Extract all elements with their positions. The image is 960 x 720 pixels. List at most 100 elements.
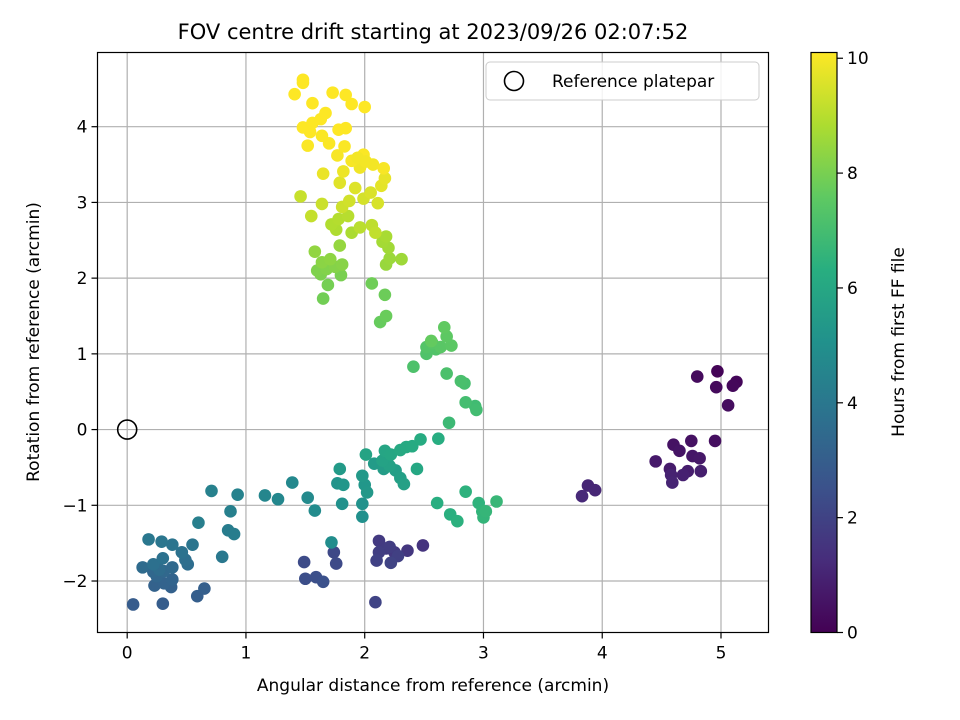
- reference-platepar-marker: [116, 419, 138, 440]
- scatter-point: [384, 448, 398, 461]
- colorbar-tick-label: 4: [847, 394, 858, 414]
- scatter-point: [338, 140, 351, 153]
- scatter-point: [721, 399, 735, 412]
- scatter-point: [166, 538, 179, 551]
- scatter-point: [316, 167, 330, 180]
- scatter-point: [432, 432, 445, 445]
- legend-reference-marker: [503, 70, 525, 92]
- y-tick-label: 0: [77, 421, 88, 441]
- scatter-point: [369, 595, 382, 609]
- scatter-point: [694, 464, 708, 478]
- x-axis-ticks: 0 1 2 3 4 5: [122, 632, 726, 664]
- scatter-point: [437, 321, 451, 334]
- scatter-point: [147, 558, 160, 571]
- colorbar-ticks: 0 2 4 6 8 10: [837, 49, 869, 644]
- scatter-point: [369, 226, 382, 240]
- scatter-point: [424, 334, 438, 348]
- scatter-point: [333, 239, 347, 252]
- scatter-point: [666, 476, 679, 489]
- legend-box: [485, 61, 760, 101]
- scatter-point: [231, 488, 244, 501]
- scatter-point: [335, 497, 349, 511]
- scatter-point: [215, 550, 229, 564]
- scatter-point: [490, 495, 503, 508]
- colorbar: 0 2 4 6 8 10 Hours from first FF file: [810, 49, 909, 644]
- scatter-point: [321, 278, 335, 292]
- scatter-point: [308, 504, 322, 517]
- scatter-point: [459, 485, 472, 498]
- scatter-point: [198, 582, 211, 595]
- scatter-point: [331, 149, 344, 162]
- scatter-point: [353, 221, 367, 234]
- scatter-point: [365, 277, 379, 290]
- scatter-point: [451, 514, 464, 528]
- colorbar-gradient: [810, 51, 838, 634]
- scatter-point: [166, 573, 179, 586]
- scatter-point: [588, 483, 602, 497]
- y-tick-label: 3: [77, 193, 88, 213]
- scatter-point: [142, 533, 155, 546]
- scatter-point: [288, 87, 301, 101]
- scatter-point: [205, 484, 218, 498]
- scatter-point: [339, 88, 353, 102]
- scatter-point: [359, 155, 373, 168]
- scatter-point: [673, 444, 686, 458]
- scatter-point: [326, 86, 339, 99]
- scatter-point: [378, 171, 392, 185]
- scatter-point: [341, 209, 355, 223]
- colorbar-tick-label: 2: [847, 509, 858, 529]
- chart-title: FOV centre drift starting at 2023/09/26 …: [178, 20, 689, 44]
- scatter-point: [337, 478, 350, 492]
- scatter-point: [342, 194, 356, 208]
- data-points: [126, 73, 743, 611]
- scatter-point: [434, 340, 448, 354]
- colorbar-tick-label: 10: [847, 49, 869, 69]
- scatter-point: [370, 554, 383, 567]
- scatter-point: [192, 516, 205, 530]
- scatter-point: [685, 434, 698, 448]
- scatter-point: [709, 380, 723, 394]
- scatter-point: [407, 360, 420, 374]
- scatter-point: [711, 364, 724, 378]
- scatter-point: [414, 433, 427, 446]
- scatter-point: [359, 448, 373, 461]
- scatter-point: [726, 379, 740, 392]
- scatter-point: [329, 557, 343, 570]
- scatter-point: [316, 292, 330, 305]
- scatter-point: [301, 139, 315, 152]
- x-tick-label: 2: [359, 644, 370, 664]
- scatter-point: [360, 486, 374, 499]
- scatter-point: [156, 551, 170, 565]
- scatter-point: [333, 462, 347, 476]
- scatter-point: [325, 536, 338, 549]
- scatter-point: [459, 396, 472, 409]
- colorbar-label: Hours from first FF file: [889, 247, 909, 437]
- scatter-point: [364, 186, 377, 199]
- scatter-point: [332, 212, 345, 226]
- scatter-point: [383, 252, 396, 265]
- scatter-point: [649, 455, 662, 468]
- scatter-point: [297, 555, 311, 569]
- x-tick-label: 1: [241, 644, 252, 664]
- scatter-point: [693, 452, 706, 465]
- scatter-point: [296, 121, 310, 134]
- scatter-point: [333, 176, 347, 190]
- colorbar-tick-label: 0: [847, 624, 858, 644]
- colorbar-tick-label: 8: [847, 164, 858, 184]
- x-tick-label: 4: [597, 644, 608, 664]
- scatter-point: [316, 575, 330, 589]
- scatter-point: [294, 190, 307, 203]
- y-axis-label: Rotation from reference (arcmin): [24, 202, 44, 482]
- scatter-point: [319, 106, 332, 120]
- scatter-point: [708, 434, 722, 448]
- scatter-point: [401, 544, 414, 558]
- y-tick-label: 1: [77, 345, 88, 365]
- scatter-point: [304, 209, 318, 223]
- scatter-point: [410, 462, 424, 476]
- scatter-point: [470, 403, 483, 417]
- colorbar-tick-label: 6: [847, 279, 858, 299]
- scatter-point: [175, 545, 189, 559]
- scatter-point: [405, 439, 419, 453]
- scatter-point: [416, 539, 430, 552]
